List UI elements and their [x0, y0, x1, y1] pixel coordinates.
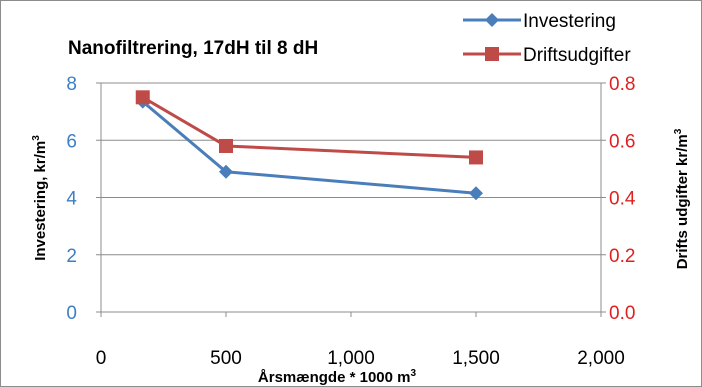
- legend-label-driftsudgifter: Driftsudgifter: [523, 45, 631, 66]
- data-point-driftsudgifter: [469, 150, 483, 165]
- y-right-tick-label: 0.6: [609, 131, 635, 152]
- y-axis-right-label: Drifts udgifter kr/m3: [673, 128, 691, 269]
- series-markers: [135, 90, 483, 201]
- y-left-tick-label: 0: [66, 303, 77, 324]
- x-tick-label: 2,000: [577, 348, 625, 369]
- chart-title: Nanofiltrering, 17dH til 8 dH: [68, 38, 318, 59]
- x-tick-label: 0: [96, 348, 107, 369]
- series-line-driftsudgifter: [141, 96, 477, 159]
- y-right-tick-label: 0.4: [609, 189, 636, 210]
- data-point-investering: [219, 164, 233, 179]
- tick-labels: 0 0.0 2 0.2 4 0.4 6 0.6 8 0.8 0 500 1,000 1,500 2,000: [66, 74, 635, 369]
- series-line-investering: [141, 100, 477, 195]
- legend-item-investering: Investering: [463, 11, 616, 32]
- y-right-tick-label: 0.2: [609, 246, 635, 267]
- data-point-driftsudgifter: [135, 90, 150, 105]
- x-tick-label: 500: [210, 348, 242, 369]
- y-right-tick-label: 0.8: [609, 74, 635, 95]
- x-axis-label: Årsmængde * 1000 m3: [258, 368, 417, 386]
- data-point-driftsudgifter: [219, 138, 233, 153]
- y-left-tick-label: 6: [66, 131, 77, 152]
- x-tick-label: 1,000: [327, 348, 375, 369]
- legend-marker-investering: [485, 13, 499, 27]
- y-left-tick-label: 2: [66, 246, 77, 267]
- legend: Investering Driftsudgifter: [463, 11, 631, 66]
- grid-lines: [101, 82, 601, 256]
- x-tick-label: 1,500: [452, 348, 500, 369]
- data-point-investering: [469, 186, 483, 201]
- y-left-tick-label: 4: [66, 189, 77, 210]
- axes: [96, 82, 606, 317]
- y-axis-left-label: Investering, kr/m3: [31, 135, 49, 261]
- series-lines: [141, 96, 477, 195]
- legend-label-investering: Investering: [523, 11, 616, 32]
- legend-item-driftsudgifter: Driftsudgifter: [463, 45, 631, 66]
- legend-marker-driftsudgifter: [485, 47, 499, 61]
- y-right-tick-label: 0.0: [609, 303, 635, 324]
- y-left-tick-label: 8: [66, 74, 77, 95]
